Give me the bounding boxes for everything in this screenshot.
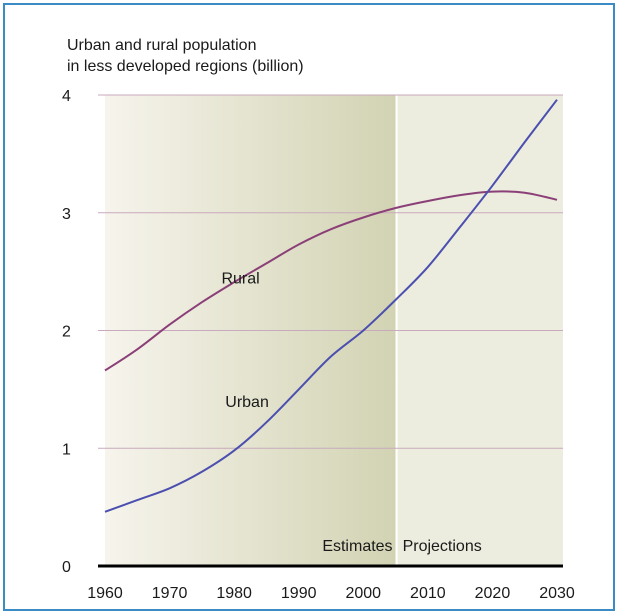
urban-series-label: Urban xyxy=(225,394,269,411)
x-tick-label: 1970 xyxy=(152,585,188,602)
y-tick-label: 0 xyxy=(62,559,71,576)
x-tick-label: 1960 xyxy=(87,585,123,602)
estimates-label: Estimates xyxy=(322,538,392,555)
y-tick-label: 2 xyxy=(62,324,71,341)
y-tick-label: 3 xyxy=(62,206,71,223)
x-tick-label: 2000 xyxy=(345,585,381,602)
y-tick-label: 1 xyxy=(62,441,71,458)
y-axis-title-line-1: Urban and rural population xyxy=(67,37,257,54)
projections-label: Projections xyxy=(403,538,482,555)
y-tick-label: 4 xyxy=(62,88,71,105)
x-tick-label: 2020 xyxy=(475,585,511,602)
series-line-rural xyxy=(104,190,558,372)
x-tick-label: 1980 xyxy=(216,585,252,602)
series-line-urban xyxy=(104,99,558,513)
x-tick-label: 2010 xyxy=(410,585,446,602)
y-axis-title-line-2: in less developed regions (billion) xyxy=(67,58,304,75)
x-tick-label: 1990 xyxy=(281,585,317,602)
rural-series-label: Rural xyxy=(221,270,259,287)
x-tick-label: 2030 xyxy=(539,585,575,602)
